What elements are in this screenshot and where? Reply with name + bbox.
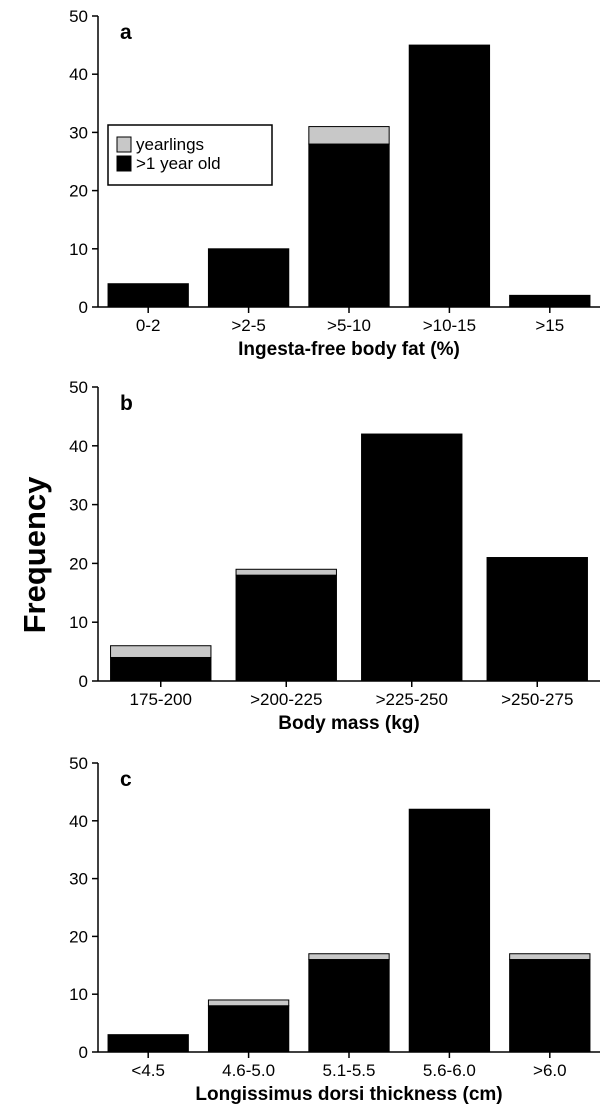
x-tick-label: 4.6-5.0 xyxy=(222,1061,275,1080)
bar-adults xyxy=(235,574,337,682)
y-tick-label: 30 xyxy=(69,123,88,142)
bar-adults xyxy=(308,143,390,308)
y-tick-label: 40 xyxy=(69,812,88,831)
bar-yearlings xyxy=(308,953,390,961)
y-tick-label: 50 xyxy=(69,7,88,26)
legend-label: yearlings xyxy=(136,135,204,154)
legend-box xyxy=(107,124,273,186)
bar-adults xyxy=(361,433,463,682)
legend-swatch xyxy=(116,155,132,172)
panel-letter: b xyxy=(120,392,133,415)
y-tick-label: 20 xyxy=(69,554,88,573)
y-tick-label: 10 xyxy=(69,240,88,259)
legend-swatch xyxy=(116,136,132,153)
bar-yearlings xyxy=(509,953,591,961)
x-tick-label: 175-200 xyxy=(130,690,192,709)
bar-yearlings xyxy=(110,645,212,658)
x-tick-label: 0-2 xyxy=(136,316,161,335)
x-tick-label: >10-15 xyxy=(423,316,476,335)
bar-adults xyxy=(486,557,588,682)
x-tick-label: >250-275 xyxy=(501,690,573,709)
y-tick-label: 30 xyxy=(69,870,88,889)
x-tick-label: >15 xyxy=(535,316,564,335)
y-tick-label: 20 xyxy=(69,927,88,946)
x-tick-label: >2-5 xyxy=(231,316,266,335)
x-tick-label: 5.1-5.5 xyxy=(323,1061,376,1080)
panel-letter: c xyxy=(120,768,132,791)
x-tick-label: 5.6-6.0 xyxy=(423,1061,476,1080)
bar-adults xyxy=(110,656,212,682)
bar-adults xyxy=(408,44,491,308)
y-tick-label: 0 xyxy=(79,1043,88,1062)
bar-adults xyxy=(107,1034,189,1053)
bar-yearlings xyxy=(235,568,337,576)
bar-adults xyxy=(207,1005,290,1053)
bar-adults xyxy=(308,959,390,1053)
x-axis-label: Ingesta-free body fat (%) xyxy=(238,339,460,360)
y-tick-label: 50 xyxy=(69,754,88,773)
y-axis-label: Frequency xyxy=(17,476,52,634)
bar-adults xyxy=(107,283,189,308)
x-tick-label: <4.5 xyxy=(131,1061,165,1080)
y-tick-label: 40 xyxy=(69,437,88,456)
y-tick-label: 30 xyxy=(69,496,88,515)
y-tick-label: 0 xyxy=(79,298,88,317)
panel-letter: a xyxy=(120,21,132,44)
legend-label: >1 year old xyxy=(136,154,221,173)
y-tick-label: 10 xyxy=(69,613,88,632)
bar-adults xyxy=(509,294,591,308)
x-axis-label: Body mass (kg) xyxy=(278,713,419,734)
bar-adults xyxy=(207,248,290,308)
bar-adults xyxy=(408,808,491,1053)
x-tick-label: >225-250 xyxy=(376,690,448,709)
y-tick-label: 0 xyxy=(79,672,88,691)
y-tick-label: 50 xyxy=(69,378,88,397)
y-tick-label: 20 xyxy=(69,182,88,201)
y-tick-label: 10 xyxy=(69,985,88,1004)
bar-adults xyxy=(509,959,591,1053)
x-axis-label: Longissimus dorsi thickness (cm) xyxy=(195,1084,502,1105)
y-tick-label: 40 xyxy=(69,65,88,84)
bar-yearlings xyxy=(308,126,390,145)
bar-yearlings xyxy=(207,999,290,1007)
x-tick-label: >200-225 xyxy=(250,690,322,709)
x-tick-label: >5-10 xyxy=(327,316,371,335)
x-tick-label: >6.0 xyxy=(533,1061,567,1080)
